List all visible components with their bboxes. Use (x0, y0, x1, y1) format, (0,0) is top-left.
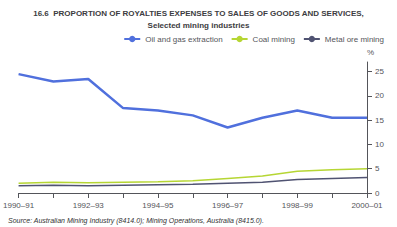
svg-text:1990–91: 1990–91 (3, 201, 35, 210)
svg-text:0: 0 (375, 189, 380, 198)
svg-text:Oil and gas extraction: Oil and gas extraction (145, 35, 222, 44)
svg-text:%: % (367, 48, 374, 57)
svg-text:1998–99: 1998–99 (282, 201, 314, 210)
svg-text:Metal ore mining: Metal ore mining (325, 35, 384, 44)
svg-text:2000–01: 2000–01 (351, 201, 383, 210)
svg-text:20: 20 (375, 91, 384, 100)
svg-text:16.6 PROPORTION OF ROYALTIES: 16.6 PROPORTION OF ROYALTIES EXPENSES TO… (33, 9, 364, 18)
svg-text:1994–95: 1994–95 (142, 201, 174, 210)
svg-text:15: 15 (375, 116, 384, 125)
svg-text:5: 5 (375, 164, 380, 173)
svg-text:1992–93: 1992–93 (73, 201, 105, 210)
svg-text:Coal mining: Coal mining (253, 35, 295, 44)
svg-text:Selected mining industries: Selected mining industries (148, 21, 250, 30)
svg-text:25: 25 (375, 67, 384, 76)
svg-text:1996–97: 1996–97 (212, 201, 244, 210)
svg-text:Source: Australian Mining Indu: Source: Australian Mining Industry (8414… (8, 217, 264, 225)
svg-text:10: 10 (375, 140, 384, 149)
